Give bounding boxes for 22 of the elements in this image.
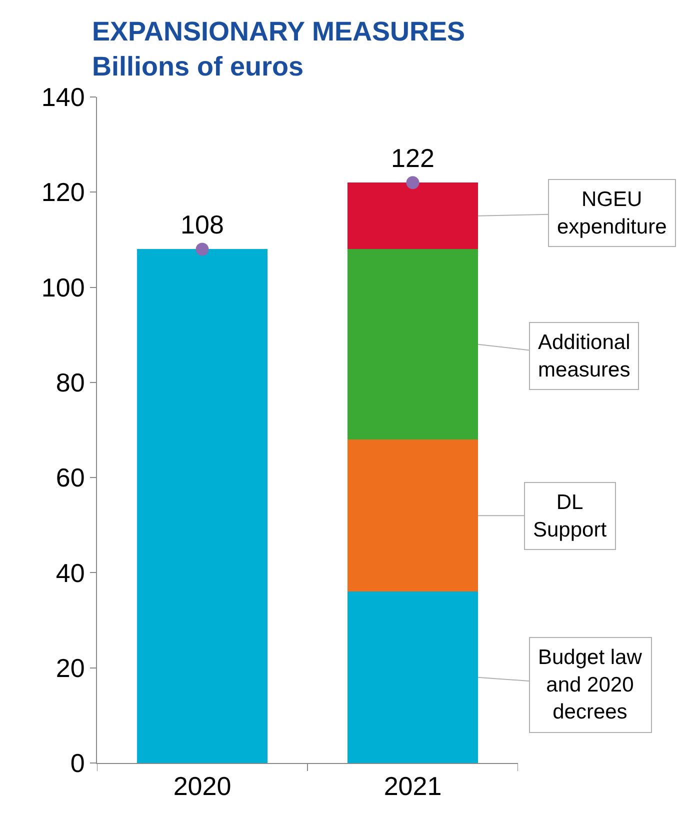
- y-tick-label: 100: [41, 272, 85, 302]
- y-tick-label: 0: [70, 748, 85, 778]
- bar: [347, 249, 478, 440]
- data-label: 108: [180, 210, 224, 240]
- bar: [137, 249, 268, 763]
- data-label: 122: [391, 143, 434, 174]
- x-tick-label: 2021: [384, 771, 442, 802]
- text: DL Support: [533, 491, 607, 542]
- y-tick-label: 20: [56, 652, 85, 683]
- chart-title: EXPANSIONARY MEASURES Billions of euros: [92, 16, 466, 82]
- y-tick-label: 80: [56, 368, 85, 398]
- y-tick-label: 140: [41, 82, 85, 112]
- bar: [347, 440, 478, 592]
- text: Additional measures: [538, 331, 630, 382]
- bar: [347, 592, 478, 763]
- x-tick-label: 2020: [173, 771, 232, 802]
- y-tick-label: 40: [56, 558, 85, 588]
- y-tick-label: 120: [41, 177, 85, 208]
- text: Budget law and 2020 decrees: [538, 646, 643, 724]
- y-tick-label: 60: [56, 462, 85, 493]
- bar: [347, 182, 478, 250]
- text: NGEU expenditure: [557, 188, 667, 238]
